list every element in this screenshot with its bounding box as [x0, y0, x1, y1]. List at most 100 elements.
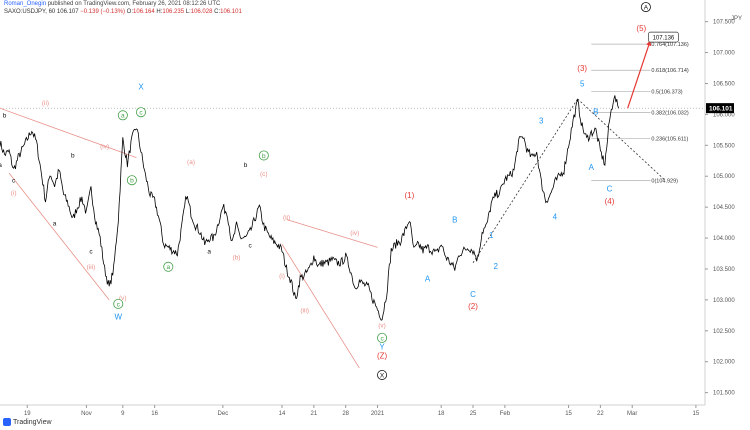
y-tick-label: 106.000 [713, 112, 735, 118]
trend-line [281, 244, 360, 369]
trend-line [0, 107, 137, 159]
target-price-box [648, 31, 679, 43]
wave-label: (5) [636, 24, 646, 33]
wave-label: 4 [553, 213, 558, 222]
x-tick-label: 18 [438, 411, 445, 417]
wave-label: X [138, 83, 144, 92]
wave-label: 5 [580, 80, 585, 89]
fib-level-label: 0.5(106.373) [651, 89, 682, 95]
wave-label: a [121, 113, 125, 120]
wave-label: b [3, 112, 7, 119]
wave-label: (3) [577, 64, 587, 73]
target-price-label: 107.136 [653, 35, 675, 41]
x-tick-label: 19 [24, 411, 31, 417]
fib-level-label: 0.236(105.611) [651, 136, 688, 142]
wave-label: (c) [260, 171, 268, 178]
x-tick-label: 21 [310, 411, 317, 417]
publish-info: Roman_Onegin published on TradingView.co… [4, 1, 220, 7]
wave-label: (v) [378, 323, 386, 330]
x-tick-label: 2021 [371, 411, 385, 417]
wave-label: a [53, 221, 57, 228]
symbol-name: SAXO:USDJPY, 60 [4, 9, 56, 15]
wave-label: a [166, 264, 170, 271]
trend-line [8, 172, 110, 301]
wave-label: (ii) [283, 215, 290, 222]
price-series-line [0, 95, 619, 321]
wave-label: C [470, 290, 476, 299]
published-text: published on TradingView.com, February 2… [47, 1, 221, 7]
wave-label-circle [258, 150, 269, 161]
tradingview-logo: TradingView [3, 418, 52, 426]
wave-label: A [589, 163, 595, 172]
wave-label-circle [377, 332, 388, 343]
ohlc-values: O:106.164 H:106.235 L:106.028 C:106.101 [127, 9, 242, 15]
x-tick-label: Feb [500, 411, 511, 417]
price-change: −0.139 (−0.13%) [80, 9, 125, 15]
wave-label: (b) [233, 255, 241, 262]
wave-label: (iv) [350, 230, 359, 237]
wave-label: X [380, 372, 385, 379]
last-price-tag [706, 103, 734, 114]
forecast-arrow-line [627, 40, 651, 109]
brand-name: TradingView [13, 418, 52, 426]
ohlc-value: 106.028 [190, 9, 215, 15]
y-tick-label: 104.000 [713, 236, 735, 242]
ohlc-value: 106.101 [220, 9, 242, 15]
last-price-tag-label: 106.101 [709, 106, 733, 113]
ohlc-key: C: [214, 9, 221, 15]
wave-label: (a) [187, 159, 195, 166]
last-price: 106.107 [56, 9, 79, 15]
wave-label: 3 [539, 117, 544, 126]
wave-label: c [249, 242, 253, 249]
wave-label: Y [379, 342, 385, 351]
wave-label-circle [377, 369, 388, 380]
wave-label: (ii) [42, 100, 49, 107]
x-tick-label: 25 [470, 411, 477, 417]
x-tick-label: 22 [597, 411, 604, 417]
ohlc-key: L: [185, 9, 191, 15]
wave-label: (iii) [300, 307, 309, 314]
trend-line [286, 219, 378, 248]
trend-line [472, 98, 578, 264]
wave-label: (Z) [377, 352, 388, 361]
x-tick-label: 28 [342, 411, 349, 417]
x-tick-label: Nov [81, 411, 92, 417]
wave-label-circle [126, 175, 137, 186]
wave-label: (v) [119, 295, 127, 302]
wave-label: b [130, 178, 134, 185]
wave-label: c [12, 177, 16, 184]
y-tick-label: 101.500 [713, 391, 735, 397]
ohlc-key: O: [126, 9, 134, 15]
wave-label: (i) [279, 273, 285, 280]
wave-label: A [425, 274, 431, 283]
wave-label-circle [117, 110, 128, 121]
x-tick-label: 14 [279, 411, 286, 417]
fib-level-label: 0.618(106.714) [651, 68, 688, 74]
y-tick-label: 107.000 [713, 51, 735, 57]
fib-level-label: 0.382(106.032) [651, 110, 688, 116]
fib-level-label: 0(104.929) [651, 179, 678, 185]
wave-label: (iv) [100, 143, 109, 150]
wave-label-circle [113, 298, 124, 309]
tradingview-icon [3, 418, 11, 426]
y-tick-label: 102.000 [713, 360, 735, 366]
author-name[interactable]: Roman_Onegin [4, 1, 47, 7]
wave-label: b [71, 153, 75, 160]
wave-label: c [89, 249, 93, 256]
y-tick-label: 106.500 [713, 81, 735, 87]
ohlc-key: H: [156, 9, 163, 15]
fib-level-label: 0.764(107.136) [651, 42, 688, 48]
wave-label: (1) [404, 191, 414, 200]
wave-label-circle [640, 2, 651, 13]
wave-label: a [0, 162, 2, 169]
wave-label: b [244, 162, 248, 169]
x-tick-label: 16 [151, 411, 158, 417]
y-tick-label: 103.500 [713, 267, 735, 273]
x-tick-label: Mar [627, 411, 637, 417]
wave-label: a [207, 249, 211, 256]
x-tick-label: 15 [565, 411, 572, 417]
x-tick-label: Dec [218, 411, 229, 417]
y-tick-label: 104.500 [713, 205, 735, 211]
wave-label: c [139, 110, 143, 117]
